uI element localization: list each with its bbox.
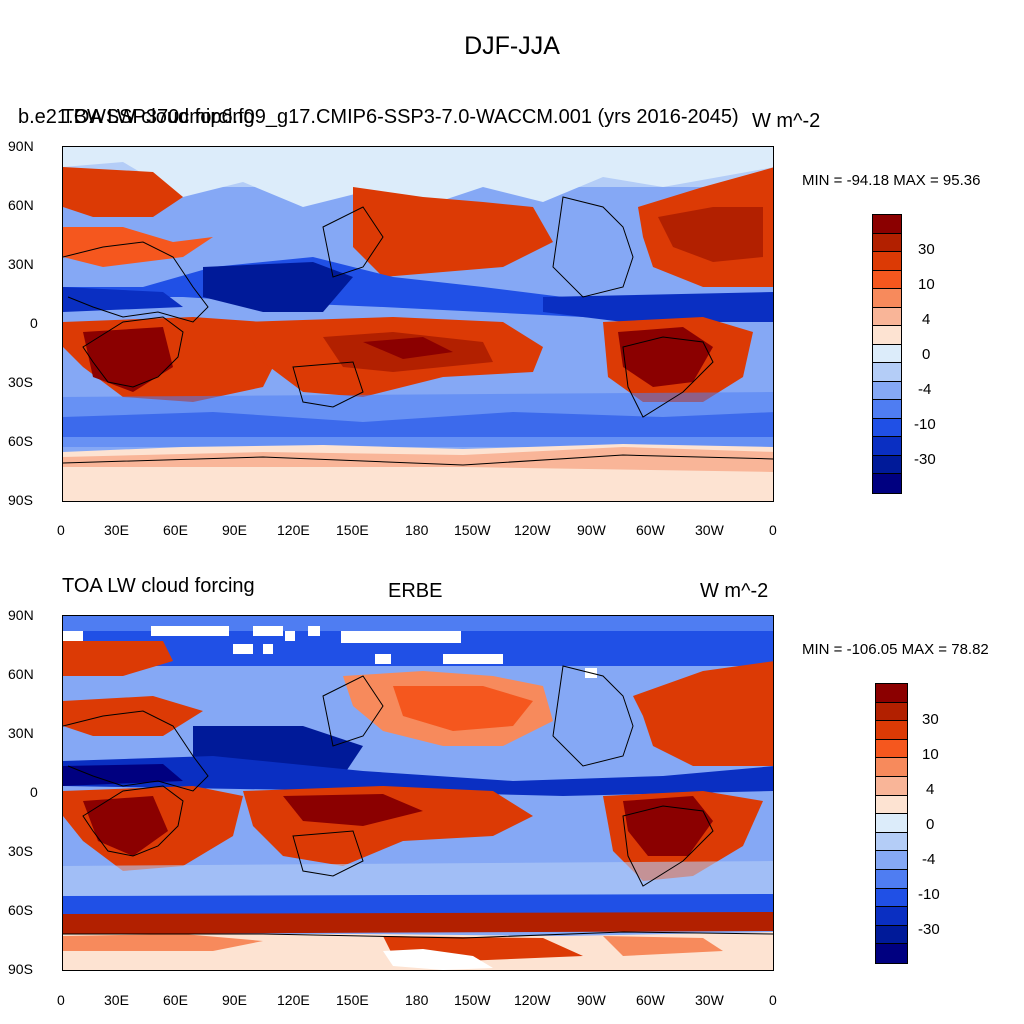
lon-tick-label: 150E <box>336 522 369 538</box>
lon-tick-label: 120W <box>514 992 551 1008</box>
colorbar-label: -4 <box>922 851 936 868</box>
colorbar-swatch <box>876 795 907 815</box>
colorbar-swatch <box>876 832 907 852</box>
colorbar-swatch <box>873 344 901 364</box>
colorbar-swatch <box>876 925 907 945</box>
lon-tick-label: 0 <box>769 522 777 538</box>
lon-tick-label: 90E <box>222 992 247 1008</box>
cloud-forcing-map <box>62 615 774 971</box>
lon-tick-label: 180 <box>405 522 429 538</box>
colorbar <box>875 683 908 964</box>
lat-tick-label: 60S <box>8 902 33 918</box>
lon-tick-label: 150W <box>454 522 491 538</box>
colorbar-swatch <box>873 455 901 475</box>
colorbar-swatch <box>876 814 907 833</box>
lat-tick-label: 0 <box>30 315 38 331</box>
colorbar-swatch <box>873 215 901 234</box>
colorbar-swatch <box>876 702 907 722</box>
lat-tick-label: 60N <box>8 197 34 213</box>
lat-tick-label: 0 <box>30 784 38 800</box>
colorbar-swatch <box>873 289 901 308</box>
colorbar-label: 30 <box>918 241 935 258</box>
lon-tick-label: 90W <box>577 522 606 538</box>
lon-tick-label: 0 <box>57 522 65 538</box>
min-max-stats: MIN = -94.18 MAX = 95.36 <box>802 172 981 189</box>
colorbar-swatch <box>873 437 901 456</box>
colorbar-swatch <box>876 684 907 703</box>
panel-units: W m^-2 <box>700 580 769 602</box>
lat-tick-label: 90N <box>8 607 34 623</box>
colorbar-swatch <box>876 758 907 777</box>
colorbar-label: 0 <box>922 346 931 363</box>
colorbar-label: -10 <box>914 416 936 433</box>
lon-tick-label: 30W <box>695 992 724 1008</box>
colorbar-label: -30 <box>918 921 940 938</box>
lon-tick-label: 0 <box>57 992 65 1008</box>
lat-tick-label: 60N <box>8 666 34 682</box>
lon-tick-label: 30E <box>104 992 129 1008</box>
lon-tick-label: 90W <box>577 992 606 1008</box>
panel-center-title: b.e21.BWSSP370cmip6.f09_g17.CMIP6-SSP3-7… <box>18 106 739 128</box>
colorbar-label: 30 <box>922 711 939 728</box>
colorbar-swatch <box>876 907 907 926</box>
lon-tick-label: 30E <box>104 522 129 538</box>
lon-tick-label: 30W <box>695 522 724 538</box>
colorbar-swatch <box>873 326 901 345</box>
colorbar-swatch <box>876 721 907 740</box>
colorbar-label: 10 <box>918 276 935 293</box>
min-max-stats: MIN = -106.05 MAX = 78.82 <box>802 641 989 658</box>
lon-tick-label: 120E <box>277 992 310 1008</box>
colorbar-swatch <box>873 233 901 253</box>
lon-tick-label: 120W <box>514 522 551 538</box>
colorbar-swatch <box>876 944 907 963</box>
lon-tick-label: 60W <box>636 522 665 538</box>
colorbar-swatch <box>873 270 901 290</box>
colorbar-label: -10 <box>918 886 940 903</box>
lon-tick-label: 60W <box>636 992 665 1008</box>
panel-center-title: ERBE <box>388 580 443 602</box>
lat-tick-label: 90S <box>8 961 33 977</box>
lon-tick-label: 60E <box>163 992 188 1008</box>
lon-tick-label: 180 <box>405 992 429 1008</box>
colorbar-swatch <box>876 851 907 870</box>
colorbar-swatch <box>873 474 901 493</box>
lon-tick-label: 60E <box>163 522 188 538</box>
colorbar-swatch <box>873 381 901 401</box>
colorbar-swatch <box>873 363 901 382</box>
colorbar-label: 10 <box>922 746 939 763</box>
colorbar-label: -30 <box>914 451 936 468</box>
colorbar-swatch <box>873 418 901 438</box>
lon-tick-label: 120E <box>277 522 310 538</box>
colorbar-swatch <box>876 888 907 908</box>
lon-tick-label: 150W <box>454 992 491 1008</box>
lat-tick-label: 60S <box>8 433 33 449</box>
colorbar-swatch <box>876 869 907 889</box>
lat-tick-label: 30N <box>8 256 34 272</box>
colorbar-swatch <box>873 400 901 419</box>
lat-tick-label: 90N <box>8 138 34 154</box>
lat-tick-label: 90S <box>8 492 33 508</box>
colorbar-label: 4 <box>926 781 935 798</box>
figure-title: DJF-JJA <box>464 32 560 60</box>
colorbar <box>872 214 902 494</box>
colorbar-swatch <box>873 252 901 271</box>
colorbar-swatch <box>873 307 901 327</box>
colorbar-swatch <box>876 776 907 796</box>
colorbar-swatch <box>876 739 907 759</box>
colorbar-label: -4 <box>918 381 932 398</box>
colorbar-label: 0 <box>926 816 935 833</box>
lat-tick-label: 30S <box>8 843 33 859</box>
panel-left-title: TOA LW cloud forcing <box>62 575 255 597</box>
panel-units: W m^-2 <box>752 110 821 132</box>
lon-tick-label: 90E <box>222 522 247 538</box>
colorbar-label: 4 <box>922 311 931 328</box>
lon-tick-label: 0 <box>769 992 777 1008</box>
lon-tick-label: 150E <box>336 992 369 1008</box>
lat-tick-label: 30S <box>8 374 33 390</box>
cloud-forcing-map <box>62 146 774 502</box>
panel-left-title: TOA LW cloud forcing <box>62 106 255 128</box>
lat-tick-label: 30N <box>8 725 34 741</box>
